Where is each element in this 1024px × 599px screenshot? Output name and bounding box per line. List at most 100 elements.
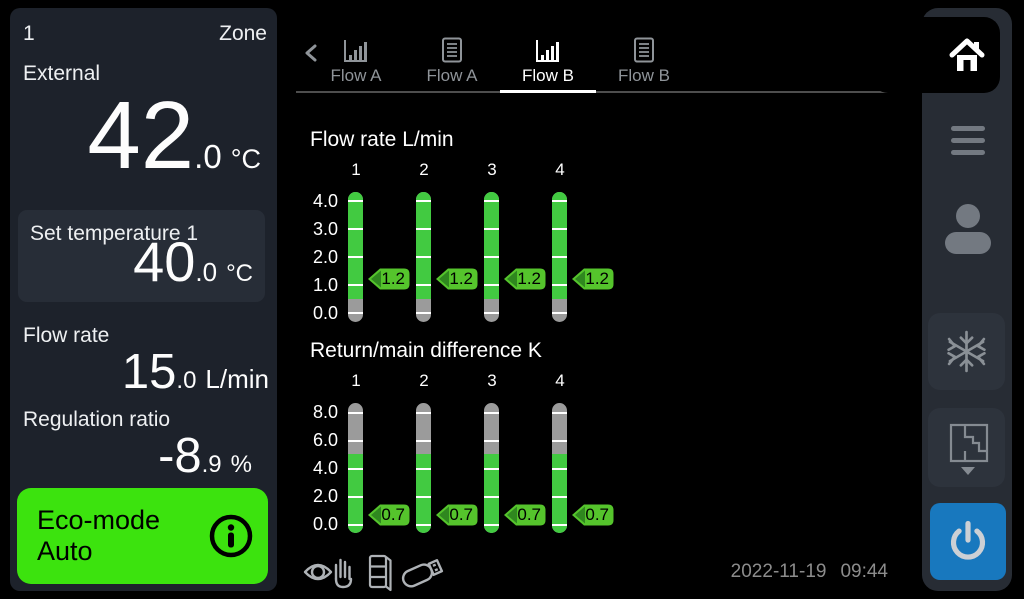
external-decimal: .0 bbox=[194, 138, 222, 175]
flow-value-tag-4: 1.2 bbox=[570, 266, 616, 292]
external-value: 42 bbox=[87, 82, 195, 189]
usb-icon bbox=[398, 554, 448, 597]
tag-arrow-icon bbox=[572, 504, 614, 526]
tag-arrow-icon bbox=[504, 504, 546, 526]
zone-number: 1 bbox=[23, 22, 35, 45]
tab-label: Flow A bbox=[330, 66, 382, 85]
info-icon[interactable] bbox=[208, 513, 254, 559]
tag-arrow-icon bbox=[368, 504, 410, 526]
flow-gauge-3 bbox=[484, 192, 499, 322]
flow-gauge-4 bbox=[552, 192, 567, 322]
flow-decimal: .0 bbox=[176, 367, 197, 394]
cooling-mode-button[interactable] bbox=[928, 313, 1005, 390]
gauge-column-number: 2 bbox=[419, 160, 429, 179]
y-tick: 3.0 bbox=[312, 219, 338, 239]
flow-value-tag-3: 1.2 bbox=[502, 266, 548, 292]
tab-flow-b-chart[interactable]: Flow B bbox=[500, 28, 596, 90]
gauge-column-number: 3 bbox=[487, 371, 497, 390]
tab-label: Flow B bbox=[618, 66, 670, 85]
chart-title-flow: Flow rate L/min bbox=[310, 128, 454, 151]
external-unit: °C bbox=[230, 144, 261, 174]
gauge-column-number: 2 bbox=[419, 371, 429, 390]
eye-hand-icon bbox=[302, 551, 356, 596]
tab-label: Flow A bbox=[426, 66, 478, 85]
tag-arrow-icon bbox=[572, 268, 614, 290]
y-tick: 4.0 bbox=[312, 191, 338, 211]
diff-value-tag-2: 0.7 bbox=[434, 502, 480, 528]
gauge-column-number: 1 bbox=[351, 160, 361, 179]
external-label: External bbox=[23, 62, 101, 85]
flow-rate-value-row: 15.0 L/min bbox=[122, 348, 269, 397]
flow-gauge-2 bbox=[416, 192, 431, 322]
tag-arrow-icon bbox=[368, 268, 410, 290]
power-button[interactable] bbox=[930, 503, 1006, 580]
tab-flow-a-report[interactable]: Flow A bbox=[404, 28, 500, 90]
flow-value-tag-1: 1.2 bbox=[366, 266, 412, 292]
diff-gauge-2 bbox=[416, 403, 431, 533]
gauge-column-number: 3 bbox=[487, 160, 497, 179]
eco-mode-label: Eco-mode Auto bbox=[37, 505, 161, 566]
chevron-left-icon bbox=[305, 44, 317, 62]
flow-value: 15 bbox=[121, 345, 177, 399]
gauge-column-number: 1 bbox=[351, 371, 361, 390]
regulation-ratio-label: Regulation ratio bbox=[23, 408, 171, 431]
y-tick: 1.0 bbox=[312, 275, 338, 295]
diff-gauge-1 bbox=[348, 403, 363, 533]
tag-arrow-icon bbox=[504, 268, 546, 290]
set-temperature: 40.0 °C bbox=[133, 234, 253, 290]
report-icon bbox=[634, 37, 654, 63]
user-button[interactable] bbox=[944, 202, 992, 254]
datetime: 2022-11-19 09:44 bbox=[640, 561, 888, 583]
gauge-column-number: 4 bbox=[555, 371, 565, 390]
power-icon bbox=[950, 520, 986, 560]
back-button[interactable] bbox=[303, 44, 321, 67]
tab-flow-a-chart[interactable]: Flow A bbox=[308, 28, 404, 90]
menu-button[interactable] bbox=[951, 126, 985, 155]
date-text: 2022-11-19 bbox=[730, 561, 827, 582]
y-tick: 2.0 bbox=[312, 486, 338, 506]
set-temp-decimal: .0 bbox=[195, 257, 218, 287]
diff-gauge-4 bbox=[552, 403, 567, 533]
floorplan-button[interactable] bbox=[928, 408, 1005, 487]
floorplan-icon bbox=[949, 423, 989, 463]
set-temperature-box[interactable]: Set temperature 1 40.0 °C bbox=[18, 210, 265, 302]
zone-panel: 1 Zone External 42.0 °C Set temperature 1… bbox=[10, 8, 277, 591]
set-temp-value: 40 bbox=[133, 230, 196, 293]
snowflake-icon bbox=[947, 330, 986, 373]
bar-chart-icon bbox=[536, 40, 559, 62]
y-tick: 4.0 bbox=[312, 458, 338, 478]
tab-flow-b-report[interactable]: Flow B bbox=[596, 28, 692, 90]
regulation-ratio-value-row: -8.9% bbox=[158, 432, 252, 481]
set-temp-unit: °C bbox=[226, 260, 253, 287]
tag-arrow-icon bbox=[436, 268, 478, 290]
flow-unit: L/min bbox=[205, 364, 269, 394]
flow-gauge-1 bbox=[348, 192, 363, 322]
external-temperature: 42.0 °C bbox=[87, 88, 261, 184]
y-tick: 6.0 bbox=[312, 430, 338, 450]
module-icon bbox=[367, 552, 395, 597]
diff-value-tag-3: 0.7 bbox=[502, 502, 548, 528]
diff-value-tag-4: 0.7 bbox=[570, 502, 616, 528]
flow-value-tag-2: 1.2 bbox=[434, 266, 480, 292]
home-icon[interactable] bbox=[948, 36, 986, 74]
y-tick: 0.0 bbox=[312, 303, 338, 323]
y-tick: 8.0 bbox=[312, 402, 338, 422]
gauge-column-number: 4 bbox=[555, 160, 565, 179]
set-temp-label: Set temperature 1 bbox=[30, 222, 199, 245]
tag-arrow-icon bbox=[436, 504, 478, 526]
reg-unit: % bbox=[230, 451, 252, 478]
eco-mode-button[interactable]: Eco-mode Auto bbox=[17, 488, 268, 584]
bar-chart-icon bbox=[344, 40, 367, 62]
diff-value-tag-1: 0.7 bbox=[366, 502, 412, 528]
zone-title: Zone bbox=[219, 22, 267, 45]
caret-down-icon bbox=[961, 467, 975, 475]
sidebar bbox=[922, 8, 1012, 591]
reg-value: -8 bbox=[158, 429, 202, 483]
chart-title-diff: Return/main difference K bbox=[310, 339, 542, 362]
active-tab-indicator bbox=[500, 90, 596, 93]
user-icon bbox=[945, 204, 991, 254]
reg-decimal: .9 bbox=[201, 451, 222, 478]
time-text: 09:44 bbox=[840, 561, 888, 582]
report-icon bbox=[442, 37, 462, 63]
